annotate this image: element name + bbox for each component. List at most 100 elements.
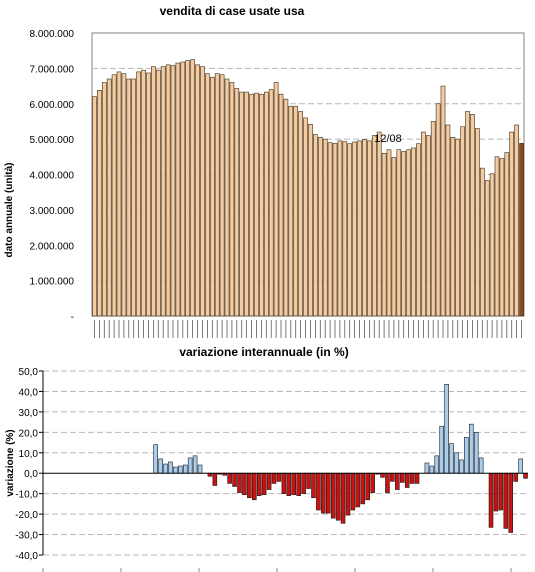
top-bar [273, 82, 279, 317]
bottom-bar-negative [335, 472, 341, 521]
top-bar [298, 111, 303, 317]
bottom-bar-negative [321, 472, 326, 514]
top-bar [484, 180, 490, 317]
top-bar [470, 114, 475, 317]
bottom-bar-negative [360, 472, 366, 505]
bottom-bar-negative [345, 472, 351, 516]
bottom-bar-negative [395, 472, 400, 490]
top-bar [337, 140, 343, 317]
top-y-tick-label: 8.000.000 [30, 29, 75, 40]
top-bar [219, 74, 225, 317]
top-y-tick-label: 4.000.000 [30, 171, 75, 182]
top-bar [234, 88, 240, 317]
top-bar [106, 78, 112, 317]
top-bar [460, 126, 465, 317]
top-bar [322, 138, 328, 317]
top-bar [259, 93, 264, 317]
bottom-bar-positive [187, 457, 193, 474]
top-bar [195, 64, 200, 317]
top-bar [126, 78, 132, 317]
top-bar [440, 85, 446, 317]
top-bar [391, 157, 397, 317]
top-y-tick-label: 1.000.000 [30, 277, 75, 288]
top-bar [131, 78, 137, 317]
top-bar [317, 137, 323, 317]
top-bar [151, 66, 156, 317]
bottom-bar-positive [473, 432, 479, 474]
top-bar [214, 73, 220, 317]
top-bar [313, 134, 318, 317]
top-bar [146, 72, 151, 317]
top-bar [116, 71, 122, 317]
bottom-bar-positive [444, 383, 449, 474]
top-bar [499, 158, 505, 317]
top-bar [357, 140, 362, 317]
bottom-bar-positive [182, 464, 188, 474]
bottom-bar-positive [424, 462, 430, 474]
bottom-bar-positive [192, 455, 198, 474]
bottom-bar-positive [173, 466, 178, 474]
top-bar [479, 167, 485, 317]
top-bar [97, 90, 102, 317]
bottom-bar-negative [370, 472, 375, 493]
bottom-y-tick-label: -20,0 [15, 510, 38, 521]
bottom-bar-negative [316, 472, 321, 511]
top-bar [165, 64, 171, 317]
top-bar [450, 137, 456, 317]
top-bar [229, 82, 235, 317]
bottom-bar-negative [523, 472, 528, 479]
bottom-y-tick-label: 50,0 [19, 367, 39, 378]
bottom-bar-negative [493, 472, 499, 512]
bottom-bar-negative [242, 472, 247, 495]
bottom-bar-negative [286, 472, 292, 497]
top-bar [342, 141, 348, 317]
top-bar [406, 149, 411, 317]
top-bar [425, 135, 431, 317]
top-bar [347, 143, 353, 317]
bottom-bar-negative [276, 472, 282, 482]
top-bar [381, 152, 387, 317]
bottom-bar-positive [153, 444, 158, 474]
top-bar [327, 142, 333, 317]
bottom-y-tick-label: -40,0 [15, 551, 38, 562]
bottom-bar-negative [498, 472, 504, 511]
top-bar [278, 93, 284, 317]
bottom-bar-positive [158, 458, 163, 474]
bottom-bar-negative [513, 472, 518, 482]
bottom-bar-positive [178, 465, 183, 474]
top-bar [509, 131, 515, 317]
top-chart-x-axis-label: variazione interannuale (in %) [179, 345, 348, 359]
bottom-bar-positive [459, 459, 464, 474]
top-bar [475, 128, 480, 317]
top-bar [376, 131, 382, 317]
bottom-bar-negative [256, 472, 262, 497]
bottom-bar-negative [390, 472, 395, 482]
top-bar [303, 117, 308, 317]
bottom-bar-negative [380, 472, 385, 478]
bottom-bar-positive [168, 461, 173, 474]
top-bar [224, 78, 230, 317]
bottom-bar-negative [266, 472, 272, 490]
top-y-tick-label: 7.000.000 [30, 64, 75, 75]
top-bar [401, 151, 407, 317]
top-bar [465, 111, 470, 317]
bottom-bar-negative [301, 472, 306, 494]
top-y-tick-label: 2.000.000 [30, 241, 75, 252]
top-bar [367, 140, 372, 317]
top-bar [371, 135, 377, 317]
bottom-y-tick-label: 10,0 [19, 449, 39, 460]
top-y-tick-label: 5.000.000 [30, 135, 75, 146]
top-bar [293, 105, 299, 317]
top-bar [101, 82, 107, 317]
bottom-bar-negative [508, 472, 514, 533]
top-bar [494, 156, 500, 317]
top-bar [200, 66, 205, 317]
bottom-bar-negative [311, 472, 316, 499]
top-bar [263, 91, 269, 317]
bottom-bar-negative [237, 472, 242, 493]
bottom-y-tick-label: -10,0 [15, 490, 38, 501]
top-bar [160, 66, 166, 317]
top-bar [239, 91, 245, 317]
bottom-y-tick-label: 20,0 [19, 428, 39, 439]
